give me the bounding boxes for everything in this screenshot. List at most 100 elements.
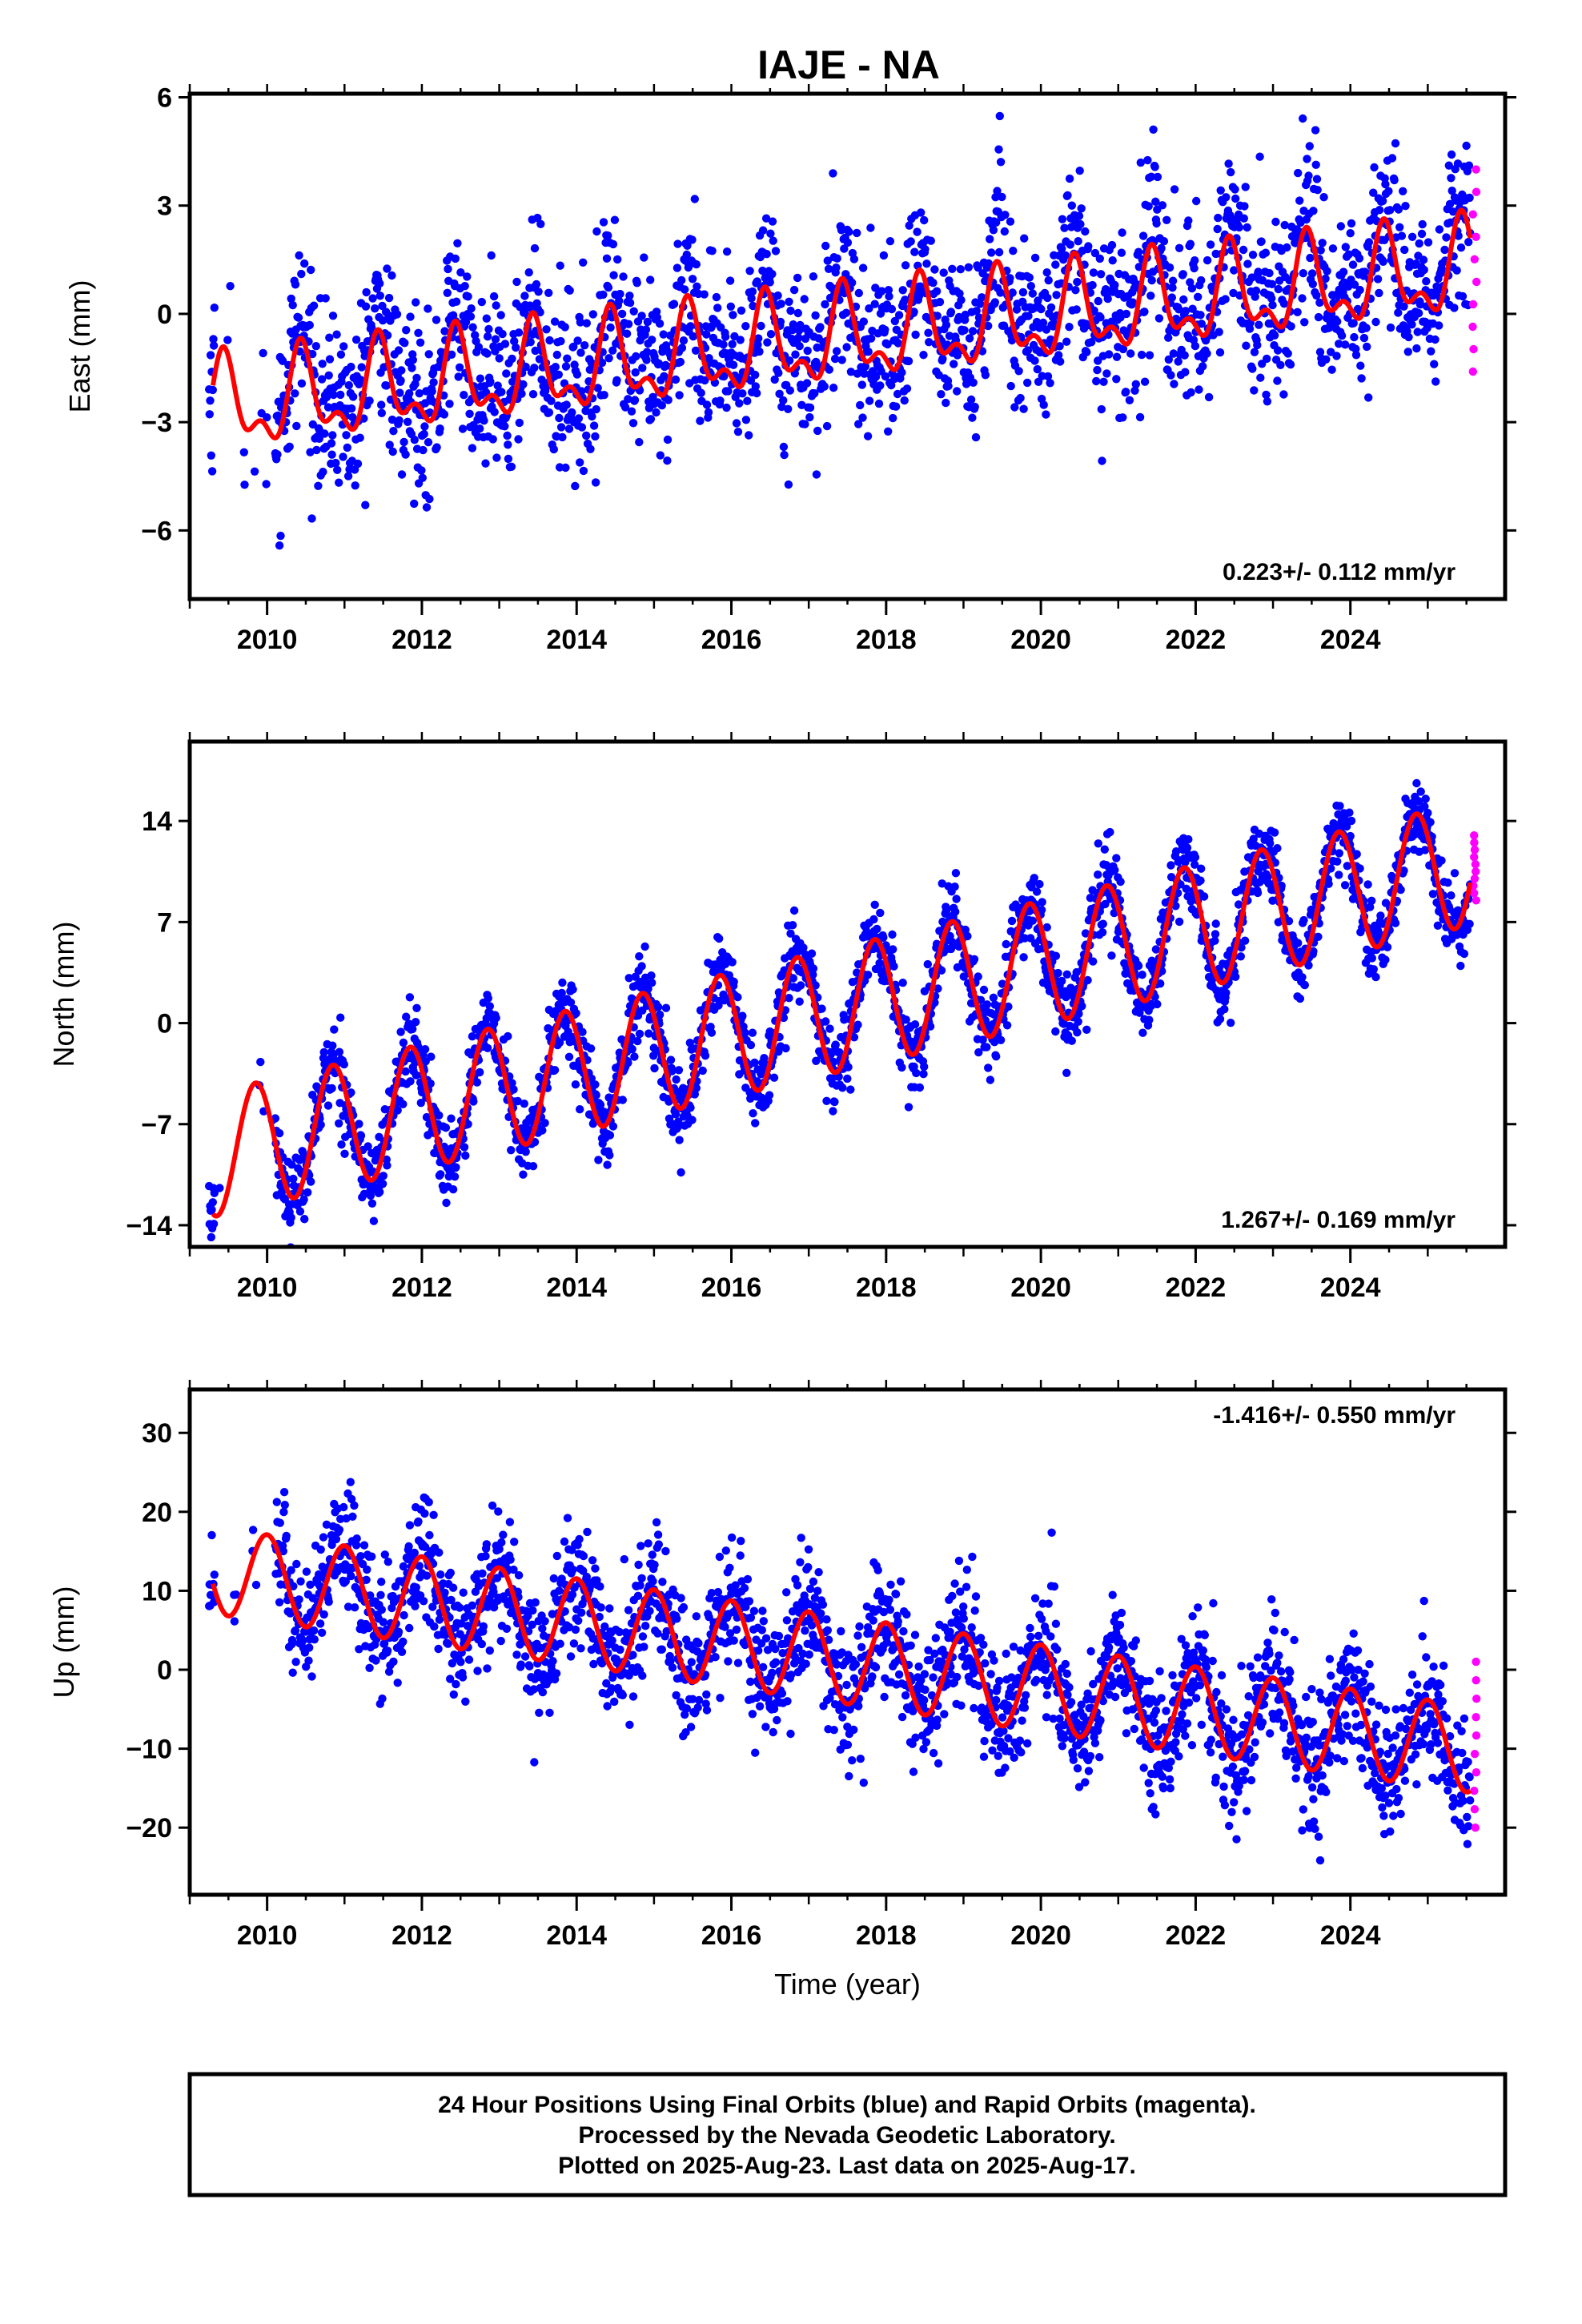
final-point bbox=[876, 908, 885, 918]
final-point bbox=[643, 348, 652, 356]
final-point bbox=[533, 213, 542, 223]
final-point bbox=[467, 304, 476, 313]
final-point bbox=[691, 346, 701, 355]
final-point bbox=[641, 325, 651, 334]
final-point bbox=[972, 307, 981, 316]
final-point bbox=[1345, 808, 1354, 817]
final-point bbox=[1116, 877, 1125, 887]
final-point bbox=[552, 350, 561, 360]
final-point bbox=[1274, 284, 1283, 294]
final-point bbox=[365, 1663, 374, 1672]
final-point bbox=[1191, 256, 1199, 265]
final-point bbox=[952, 895, 961, 903]
final-point bbox=[287, 1160, 296, 1169]
final-point bbox=[1307, 269, 1317, 278]
final-point bbox=[811, 981, 820, 990]
x-tick-label: 2020 bbox=[1010, 1273, 1071, 1303]
final-point bbox=[729, 360, 738, 369]
final-point bbox=[610, 215, 620, 224]
final-point bbox=[859, 317, 869, 326]
final-point bbox=[1271, 217, 1280, 227]
final-point bbox=[801, 420, 809, 428]
final-point bbox=[484, 324, 493, 334]
final-point bbox=[809, 272, 818, 281]
final-point bbox=[356, 376, 365, 384]
final-point bbox=[1065, 323, 1074, 332]
final-point bbox=[492, 1014, 500, 1023]
final-point bbox=[904, 356, 913, 366]
final-point bbox=[1151, 945, 1161, 954]
final-point bbox=[932, 287, 942, 296]
final-point bbox=[294, 313, 303, 322]
final-point bbox=[1415, 300, 1425, 309]
final-point bbox=[447, 1595, 456, 1605]
final-point bbox=[1419, 255, 1428, 264]
final-point bbox=[1016, 393, 1025, 403]
final-point bbox=[843, 1074, 852, 1084]
final-point bbox=[1094, 870, 1102, 879]
final-point bbox=[1002, 1021, 1012, 1030]
final-point bbox=[441, 1124, 451, 1132]
final-point bbox=[1464, 161, 1474, 170]
final-point bbox=[311, 342, 320, 351]
final-point bbox=[1174, 917, 1184, 927]
final-point bbox=[789, 285, 799, 295]
final-point bbox=[1450, 869, 1460, 878]
final-point bbox=[689, 332, 697, 341]
final-point bbox=[915, 291, 924, 300]
final-point bbox=[1411, 830, 1420, 838]
final-point bbox=[675, 1136, 684, 1144]
final-point bbox=[619, 272, 628, 281]
rapid-point bbox=[1470, 889, 1479, 898]
final-point bbox=[1456, 243, 1466, 252]
final-point bbox=[766, 229, 775, 238]
final-point bbox=[989, 993, 998, 1003]
final-point bbox=[624, 974, 633, 983]
final-point bbox=[410, 1548, 419, 1558]
final-point bbox=[741, 322, 750, 331]
final-point bbox=[356, 1131, 366, 1140]
final-point bbox=[1299, 269, 1308, 278]
final-point bbox=[1465, 919, 1474, 929]
final-point bbox=[295, 1207, 305, 1216]
final-point bbox=[671, 1110, 681, 1119]
final-point bbox=[405, 389, 414, 398]
final-point bbox=[901, 1015, 910, 1024]
final-point bbox=[385, 440, 394, 449]
final-point bbox=[1284, 917, 1294, 926]
final-point bbox=[1255, 152, 1264, 161]
final-point bbox=[335, 1119, 343, 1128]
final-point bbox=[1458, 292, 1468, 301]
final-point bbox=[530, 364, 539, 372]
final-point bbox=[279, 1488, 289, 1497]
final-point bbox=[1089, 957, 1098, 966]
final-point bbox=[604, 354, 613, 363]
final-point bbox=[388, 447, 397, 456]
final-point bbox=[912, 1068, 921, 1078]
final-point bbox=[357, 363, 366, 372]
final-point bbox=[661, 1003, 671, 1012]
final-point bbox=[420, 1045, 430, 1054]
final-point bbox=[707, 1028, 717, 1037]
final-point bbox=[566, 998, 576, 1007]
final-point bbox=[995, 111, 1005, 121]
final-point bbox=[206, 396, 215, 405]
final-point bbox=[1174, 305, 1183, 314]
final-point bbox=[1312, 175, 1322, 183]
final-point bbox=[424, 350, 433, 359]
final-point bbox=[741, 1028, 749, 1037]
final-point bbox=[1367, 954, 1377, 963]
final-point bbox=[1066, 240, 1075, 249]
final-point bbox=[613, 255, 622, 264]
final-point bbox=[1055, 342, 1064, 351]
final-point bbox=[387, 415, 397, 424]
final-point bbox=[821, 1017, 830, 1026]
final-point bbox=[848, 278, 857, 287]
final-point bbox=[1090, 306, 1098, 315]
final-point bbox=[669, 300, 679, 308]
final-point bbox=[347, 1494, 356, 1504]
north-panel: 2010 2012 2014 2016 2018 2020 2022 2024−14−7071… bbox=[47, 732, 1516, 1303]
final-point bbox=[1215, 328, 1223, 336]
y-tick-label: −7 bbox=[141, 1110, 172, 1140]
